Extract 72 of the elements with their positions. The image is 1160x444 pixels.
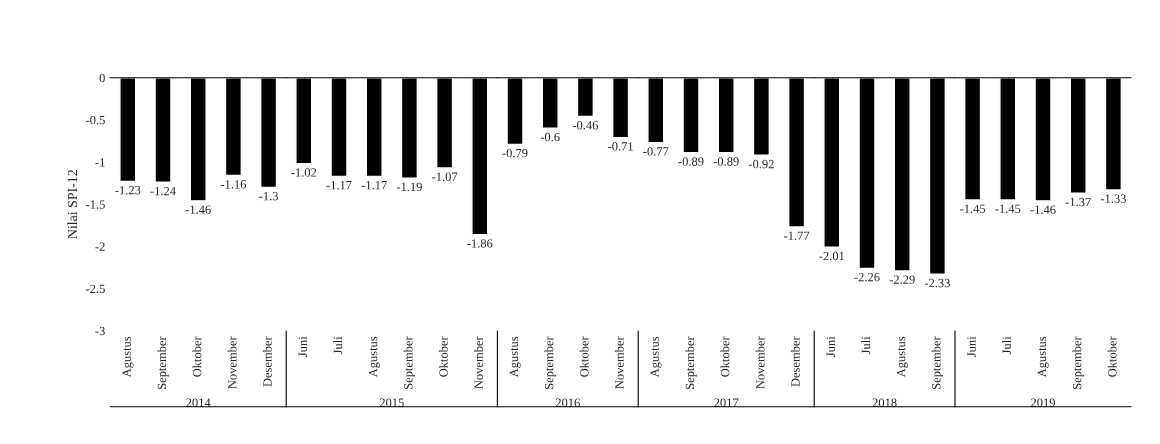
data-label: -0.92 [748, 159, 774, 169]
x-tick-label: November [614, 336, 624, 389]
data-label: -1.17 [361, 180, 387, 190]
x-tick-label: Agustus [122, 336, 134, 378]
data-label: -0.89 [713, 157, 739, 166]
x-axis-title: 2014 [186, 398, 211, 407]
data-label: -1.23 [115, 186, 141, 195]
data-label: -0.46 [572, 121, 599, 130]
x-axis-title: 2016 [555, 398, 580, 407]
x-tick-label: September [685, 336, 697, 389]
data-label: -1.46 [1030, 205, 1056, 214]
data-label: -2.01 [819, 251, 845, 261]
data-label: -2.33 [924, 278, 950, 288]
data-label: -1.16 [220, 180, 247, 189]
x-axis-title: 2018 [872, 398, 897, 407]
x-tick-label: Oktober [192, 336, 202, 377]
data-label: -0.89 [678, 157, 704, 166]
y-tick-label: -1.5 [86, 200, 105, 209]
data-label: -1.77 [784, 231, 810, 241]
x-tick-label: Oktober [1107, 336, 1117, 377]
x-tick-label: September [403, 336, 416, 389]
x-tick-label: September [1072, 336, 1084, 389]
data-label: -0.79 [502, 148, 528, 158]
data-label: -1.86 [467, 239, 493, 248]
data-label: -2.26 [854, 272, 880, 282]
x-tick-label: Juni [298, 336, 307, 357]
data-label: -0.71 [608, 142, 633, 151]
x-tick-label: Oktober [579, 336, 589, 377]
data-label: -1.46 [185, 205, 211, 214]
data-label: -0.6 [540, 132, 560, 142]
y-tick-label: -3 [95, 326, 105, 336]
data-label: -1.19 [396, 182, 422, 192]
x-tick-label: Agustus [368, 336, 380, 378]
x-tick-label: September [931, 336, 944, 389]
y-axis-title: Nilai SPI-12 [67, 170, 78, 239]
x-tick-label: November [227, 336, 237, 389]
x-tick-label: Oktober [438, 336, 448, 377]
data-label: -1.33 [1100, 194, 1126, 203]
y-tick-label: -2 [95, 242, 105, 251]
y-tick-label: 0 [99, 73, 105, 83]
x-tick-label: Juli [1002, 336, 1011, 355]
x-tick-label: Agustus [509, 336, 521, 378]
data-label: -1.02 [291, 168, 317, 177]
x-tick-label: Juli [861, 336, 871, 355]
x-tick-label: September [157, 336, 169, 389]
x-tick-label: Agustus [650, 336, 662, 378]
x-axis-title: 2019 [1031, 398, 1055, 407]
data-label: -0.77 [643, 147, 669, 156]
data-label: -1.37 [1065, 197, 1091, 207]
x-tick-label: Juni [826, 336, 835, 357]
x-tick-label: Juli [333, 336, 343, 355]
x-tick-label: November [474, 336, 483, 389]
x-axis-title: 2017 [714, 398, 739, 407]
x-tick-label: Juni [967, 336, 976, 357]
y-tick-label: -2.5 [86, 284, 105, 294]
data-label: -2.29 [889, 275, 915, 284]
data-label: -1.45 [995, 204, 1021, 214]
data-label: -1.24 [150, 186, 176, 196]
x-tick-label: November [755, 336, 765, 389]
x-tick-label: Desember [262, 336, 272, 387]
x-tick-label: Desember [790, 336, 800, 387]
data-label: -1.3 [259, 191, 279, 201]
y-tick-label: -0.5 [86, 115, 105, 125]
data-label: -1.17 [326, 180, 352, 190]
data-label: -1.07 [432, 172, 458, 181]
x-axis-title: 2015 [379, 398, 404, 407]
x-tick-label: Agustus [1037, 336, 1049, 378]
x-tick-label: Oktober [720, 336, 730, 377]
x-tick-label: September [544, 336, 556, 389]
data-label: -1.45 [960, 204, 986, 214]
y-tick-label: -1 [95, 158, 105, 167]
x-tick-label: Agustus [896, 336, 908, 378]
